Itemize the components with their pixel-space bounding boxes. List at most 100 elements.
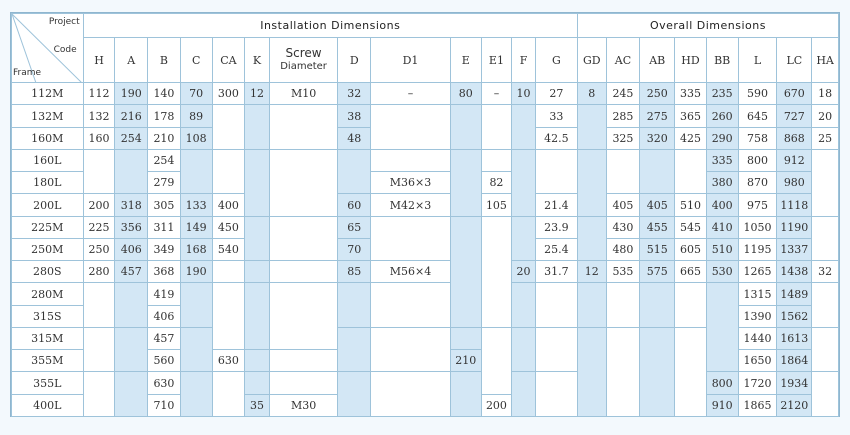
cell-bb: 530 [705,260,739,283]
cell-ha: 25 [811,127,839,150]
cell-h: 280 [82,260,116,283]
cell-bb: 235 [705,82,739,105]
column-header-d1: D1 [370,37,451,83]
cell-gd: 12 [576,260,607,283]
cell-lc: 727 [776,104,813,128]
cell-g: 31.7 [534,260,578,283]
cell-a: 190 [114,82,149,105]
cell-e1 [480,216,513,328]
cell-d1 [370,371,451,417]
cell-lc: 868 [776,127,813,150]
cell-gd [576,104,607,150]
cell-c: 108 [179,127,213,150]
cell-k [244,260,270,283]
cell-a [114,149,149,194]
cell-d [337,371,372,417]
column-header-h: H [82,37,116,83]
frame-cell: 200L [11,193,84,217]
cell-d [337,327,372,372]
table-row: 200L 200 318 305 133 400 60 M42×3 105 21.4 405 405 5… [11,193,839,217]
column-header-bb: BB [705,37,739,83]
cell-b: 406 [147,305,181,328]
cell-l: 975 [737,193,778,217]
column-header-ha: HA [811,37,839,83]
cell-e1 [480,327,513,395]
cell-lc: 1562 [776,305,813,328]
cell-f [511,327,536,372]
cell-f: 10 [511,82,536,105]
cell-lc: 1118 [776,193,813,217]
cell-d [337,282,372,328]
cell-h [82,282,116,328]
cell-c: 70 [179,82,213,105]
frame-cell: 160M [11,127,84,150]
cell-b: 140 [147,82,181,105]
dimensions-table: Project Code Frame Installation Dimensions O… [11,13,840,417]
column-header-screw-diameter: Screw Diameter [268,37,339,83]
cell-k [244,371,270,395]
table-row: 132M 132 216 178 89 38 33 285 275 365 260 645 727 20 [11,104,839,150]
cell-ca: 540 [211,238,246,261]
cell-l: 1195 [737,238,778,261]
column-header-l: L [737,37,778,83]
cell-f [511,371,536,417]
column-header-c: C [179,37,213,83]
table-row: 400L 710 35 M30 200 910 1865 2120 [11,394,839,417]
cell-e1 [480,149,513,172]
cell-lc: 1489 [776,282,813,306]
cell-ac: 325 [605,127,641,150]
cell-lc: 1438 [776,260,813,283]
column-header-k: K [244,37,270,83]
cell-b: 210 [147,127,181,150]
cell-c [179,282,213,328]
cell-c [179,327,213,372]
frame-cell: 400L [11,394,84,417]
cell-b: 457 [147,327,181,350]
cell-e1: 82 [480,171,513,194]
cell-ac: 285 [605,104,641,128]
cell-e [449,216,482,328]
cell-e1: – [480,82,513,105]
cell-screw [268,216,339,261]
cell-screw [268,104,339,150]
cell-ab: 515 [639,238,676,261]
cell-k [244,104,270,150]
cell-k: 12 [244,82,270,105]
cell-ha: 32 [811,260,839,283]
cell-e: 80 [449,82,482,105]
cell-a: 406 [114,238,149,261]
diameter-label: Diameter [280,61,327,72]
cell-a: 254 [114,127,149,150]
cell-hd: 510 [674,193,707,217]
cell-c: 133 [179,193,213,217]
cell-b: 305 [147,193,181,217]
cell-l: 800 [737,149,778,172]
cell-a [114,282,149,328]
cell-d1 [370,216,451,261]
cell-h: 225 [82,216,116,239]
cell-a [114,327,149,372]
table-row: 315S 406 1390 1562 [11,305,839,328]
column-header-ac: AC [605,37,641,83]
cell-f [511,216,536,261]
cell-l: 1720 [737,371,778,395]
cell-lc: 980 [776,171,813,194]
cell-h [82,371,116,417]
cell-c: 149 [179,216,213,239]
column-header-e: E [449,37,482,83]
cell-ha [811,327,839,372]
cell-l: 1315 [737,282,778,306]
screw-label: Screw [285,46,322,60]
cell-d1 [370,282,451,328]
cell-f [511,282,536,328]
cell-screw [268,282,339,350]
cell-lc: 1934 [776,371,813,395]
cell-d: 32 [337,82,372,105]
cell-gd: 8 [576,82,607,105]
cell-c [179,149,213,194]
cell-lc: 1190 [776,216,813,239]
cell-b: 710 [147,394,181,417]
column-header-d: D [337,37,372,83]
cell-bb: 410 [705,216,739,239]
cell-c: 190 [179,260,213,283]
